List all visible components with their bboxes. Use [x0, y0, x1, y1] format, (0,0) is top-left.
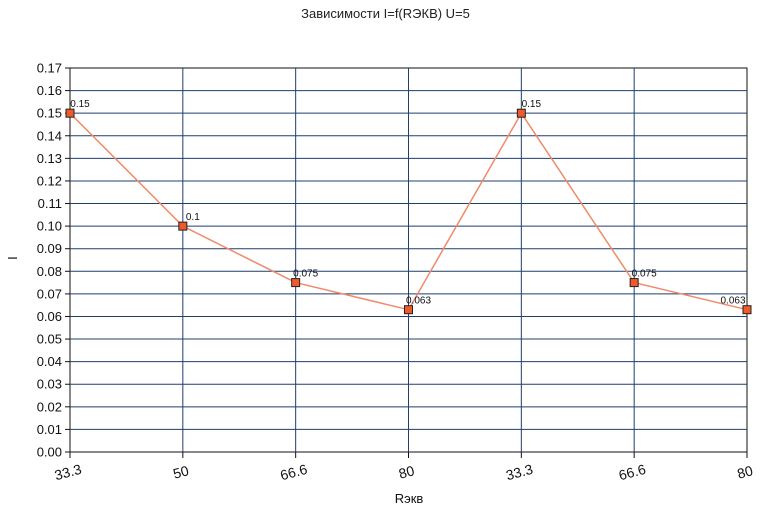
x-tick-label: 66.6 — [617, 461, 648, 484]
x-axis-ticks: 33.3 50 66.6 80 33.3 66.6 80 — [53, 452, 755, 483]
y-tick-label: 0.09 — [37, 241, 62, 256]
data-label: 0.075 — [293, 269, 318, 280]
series-group — [65, 108, 752, 315]
y-tick-label: 0.14 — [37, 128, 62, 143]
data-label: 0.075 — [632, 269, 657, 280]
data-point — [291, 278, 301, 288]
data-point — [178, 221, 188, 231]
y-tick-label: 0.01 — [37, 422, 62, 437]
y-tick-label: 0.15 — [37, 106, 62, 121]
data-point — [65, 108, 75, 118]
x-tick-label: 66.6 — [278, 461, 309, 484]
y-tick-label: 0.11 — [38, 196, 62, 211]
chart-title: Зависимости I=f(RЭКВ) U=5 — [301, 6, 470, 21]
data-label: 0.15 — [522, 99, 542, 110]
data-label: 0.15 — [70, 99, 90, 110]
data-point — [516, 108, 526, 118]
y-tick-label: 0.00 — [37, 445, 62, 460]
y-tick-label: 0.06 — [37, 309, 62, 324]
x-tick-label: 33.3 — [504, 461, 535, 484]
x-tick-label: 80 — [397, 462, 416, 482]
data-point — [629, 278, 639, 288]
y-tick-label: 0.04 — [37, 354, 62, 369]
y-tick-label: 0.08 — [37, 264, 62, 279]
data-label: 0.063 — [406, 296, 431, 307]
y-tick-label: 0.07 — [37, 286, 62, 301]
x-tick-label: 33.3 — [53, 461, 84, 484]
data-labels: 0.15 0.1 0.075 0.063 0.15 0.075 0.063 — [70, 99, 746, 307]
data-label: 0.1 — [186, 212, 200, 223]
y-tick-label: 0.16 — [37, 83, 62, 98]
y-axis-ticks: 0.00 0.01 0.02 0.03 0.04 0.05 0.06 0.07 0.08 0.09… — [37, 61, 70, 460]
data-label: 0.063 — [720, 296, 745, 307]
y-tick-label: 0.05 — [37, 332, 62, 347]
y-tick-label: 0.17 — [37, 61, 62, 76]
y-tick-label: 0.03 — [37, 377, 62, 392]
y-tick-label: 0.02 — [37, 399, 62, 414]
y-tick-label: 0.12 — [37, 173, 62, 188]
data-point — [742, 305, 752, 315]
y-tick-label: 0.13 — [37, 151, 62, 166]
y-axis-label: I — [5, 256, 20, 260]
x-axis-label: Rэкв — [395, 491, 424, 506]
data-point — [404, 305, 413, 315]
x-tick-label: 50 — [171, 462, 190, 482]
y-tick-label: 0.10 — [37, 219, 62, 234]
grid-lines — [69, 67, 748, 453]
x-tick-label: 80 — [735, 462, 754, 482]
